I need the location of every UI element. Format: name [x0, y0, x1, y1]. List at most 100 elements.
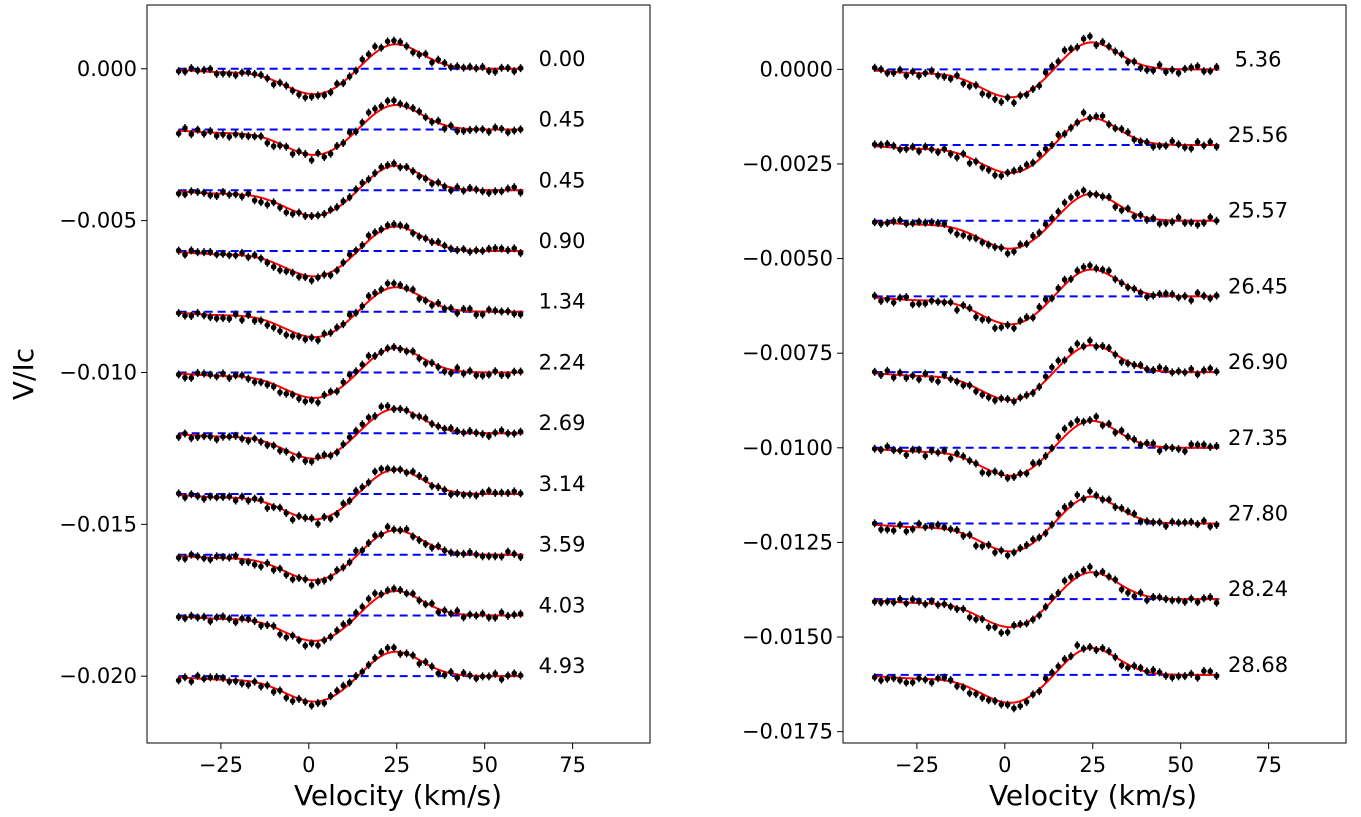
- data-point: [1144, 366, 1150, 373]
- data-point: [188, 313, 195, 319]
- data-point: [359, 547, 366, 554]
- data-point: [188, 375, 195, 381]
- data-point: [1106, 421, 1112, 427]
- data-point: [346, 497, 353, 504]
- data-point: [1131, 213, 1138, 220]
- data-point: [1055, 285, 1062, 292]
- data-point: [226, 315, 233, 322]
- data-point: [220, 131, 226, 138]
- data-point: [182, 494, 188, 501]
- data-point: [422, 415, 429, 422]
- data-point: [947, 677, 954, 683]
- data-point: [441, 60, 448, 66]
- data-point: [1144, 440, 1150, 446]
- data-point: [340, 682, 347, 689]
- data-point: [384, 280, 391, 287]
- data-point: [207, 433, 214, 440]
- data-point: [985, 470, 992, 477]
- data-point: [175, 490, 182, 497]
- left-plot-frame: [146, 4, 651, 744]
- data-point: [460, 187, 467, 194]
- data-point: [1182, 220, 1188, 226]
- data-point: [391, 585, 397, 592]
- data-point: [321, 211, 328, 217]
- data-point: [315, 399, 321, 406]
- data-point: [1182, 519, 1188, 526]
- data-point: [492, 614, 499, 621]
- data-point: [1093, 343, 1100, 350]
- data-point: [1061, 656, 1068, 662]
- data-point: [346, 73, 353, 80]
- data-point: [966, 382, 973, 389]
- data-point: [422, 175, 429, 182]
- data-point: [1182, 599, 1188, 605]
- data-point: [315, 700, 321, 706]
- data-point: [410, 533, 416, 540]
- data-point: [194, 553, 201, 560]
- data-point: [308, 334, 315, 341]
- data-point: [992, 698, 998, 704]
- data-point: [1099, 343, 1106, 349]
- data-point: [245, 681, 252, 688]
- data-point: [454, 674, 461, 681]
- data-point: [1080, 567, 1087, 574]
- data-point: [226, 493, 233, 500]
- data-point: [353, 609, 359, 616]
- data-point: [346, 372, 353, 378]
- observed-profile-7: [871, 562, 1220, 637]
- data-point: [1169, 597, 1176, 604]
- data-point: [1087, 115, 1093, 121]
- data-point: [207, 371, 214, 378]
- data-point: [340, 321, 347, 327]
- data-point: [460, 64, 467, 71]
- data-point: [998, 629, 1005, 636]
- data-point: [1175, 519, 1182, 526]
- data-point: [283, 510, 290, 516]
- data-point: [973, 388, 979, 395]
- data-point: [410, 590, 416, 597]
- data-point: [239, 435, 245, 442]
- data-point: [403, 102, 410, 109]
- data-point: [264, 442, 271, 448]
- data-point: [935, 449, 941, 456]
- data-point: [966, 614, 973, 621]
- data-point: [903, 600, 910, 607]
- data-point: [270, 81, 277, 88]
- data-point: [1080, 109, 1087, 116]
- phase-label-6: 27.80: [1228, 501, 1288, 525]
- data-point: [505, 129, 511, 136]
- data-point: [232, 678, 239, 684]
- data-point: [1042, 675, 1049, 682]
- data-point: [897, 447, 903, 454]
- data-point: [251, 618, 258, 624]
- data-point: [175, 614, 182, 620]
- data-point: [922, 676, 929, 683]
- data-point: [1194, 599, 1201, 605]
- data-point: [511, 245, 518, 252]
- data-point: [1207, 668, 1214, 675]
- data-point: [1144, 67, 1150, 73]
- data-point: [220, 433, 226, 440]
- data-point: [410, 49, 416, 56]
- data-point: [505, 548, 511, 555]
- data-point: [890, 218, 897, 225]
- data-point: [884, 220, 891, 226]
- data-point: [359, 180, 366, 186]
- data-point: [1131, 510, 1138, 517]
- data-point: [327, 515, 334, 522]
- x-tick-label: 25: [1079, 753, 1106, 777]
- data-point: [1042, 373, 1049, 380]
- phase-label-3: 26.45: [1228, 274, 1288, 298]
- data-point: [1112, 351, 1119, 358]
- data-point: [315, 520, 321, 527]
- data-point: [384, 645, 391, 651]
- data-point: [1182, 673, 1188, 679]
- data-point: [296, 452, 302, 459]
- data-point: [201, 130, 207, 137]
- data-point: [182, 674, 188, 681]
- data-point: [277, 631, 283, 638]
- data-point: [960, 606, 967, 612]
- data-point: [1201, 441, 1207, 448]
- data-point: [1061, 199, 1068, 206]
